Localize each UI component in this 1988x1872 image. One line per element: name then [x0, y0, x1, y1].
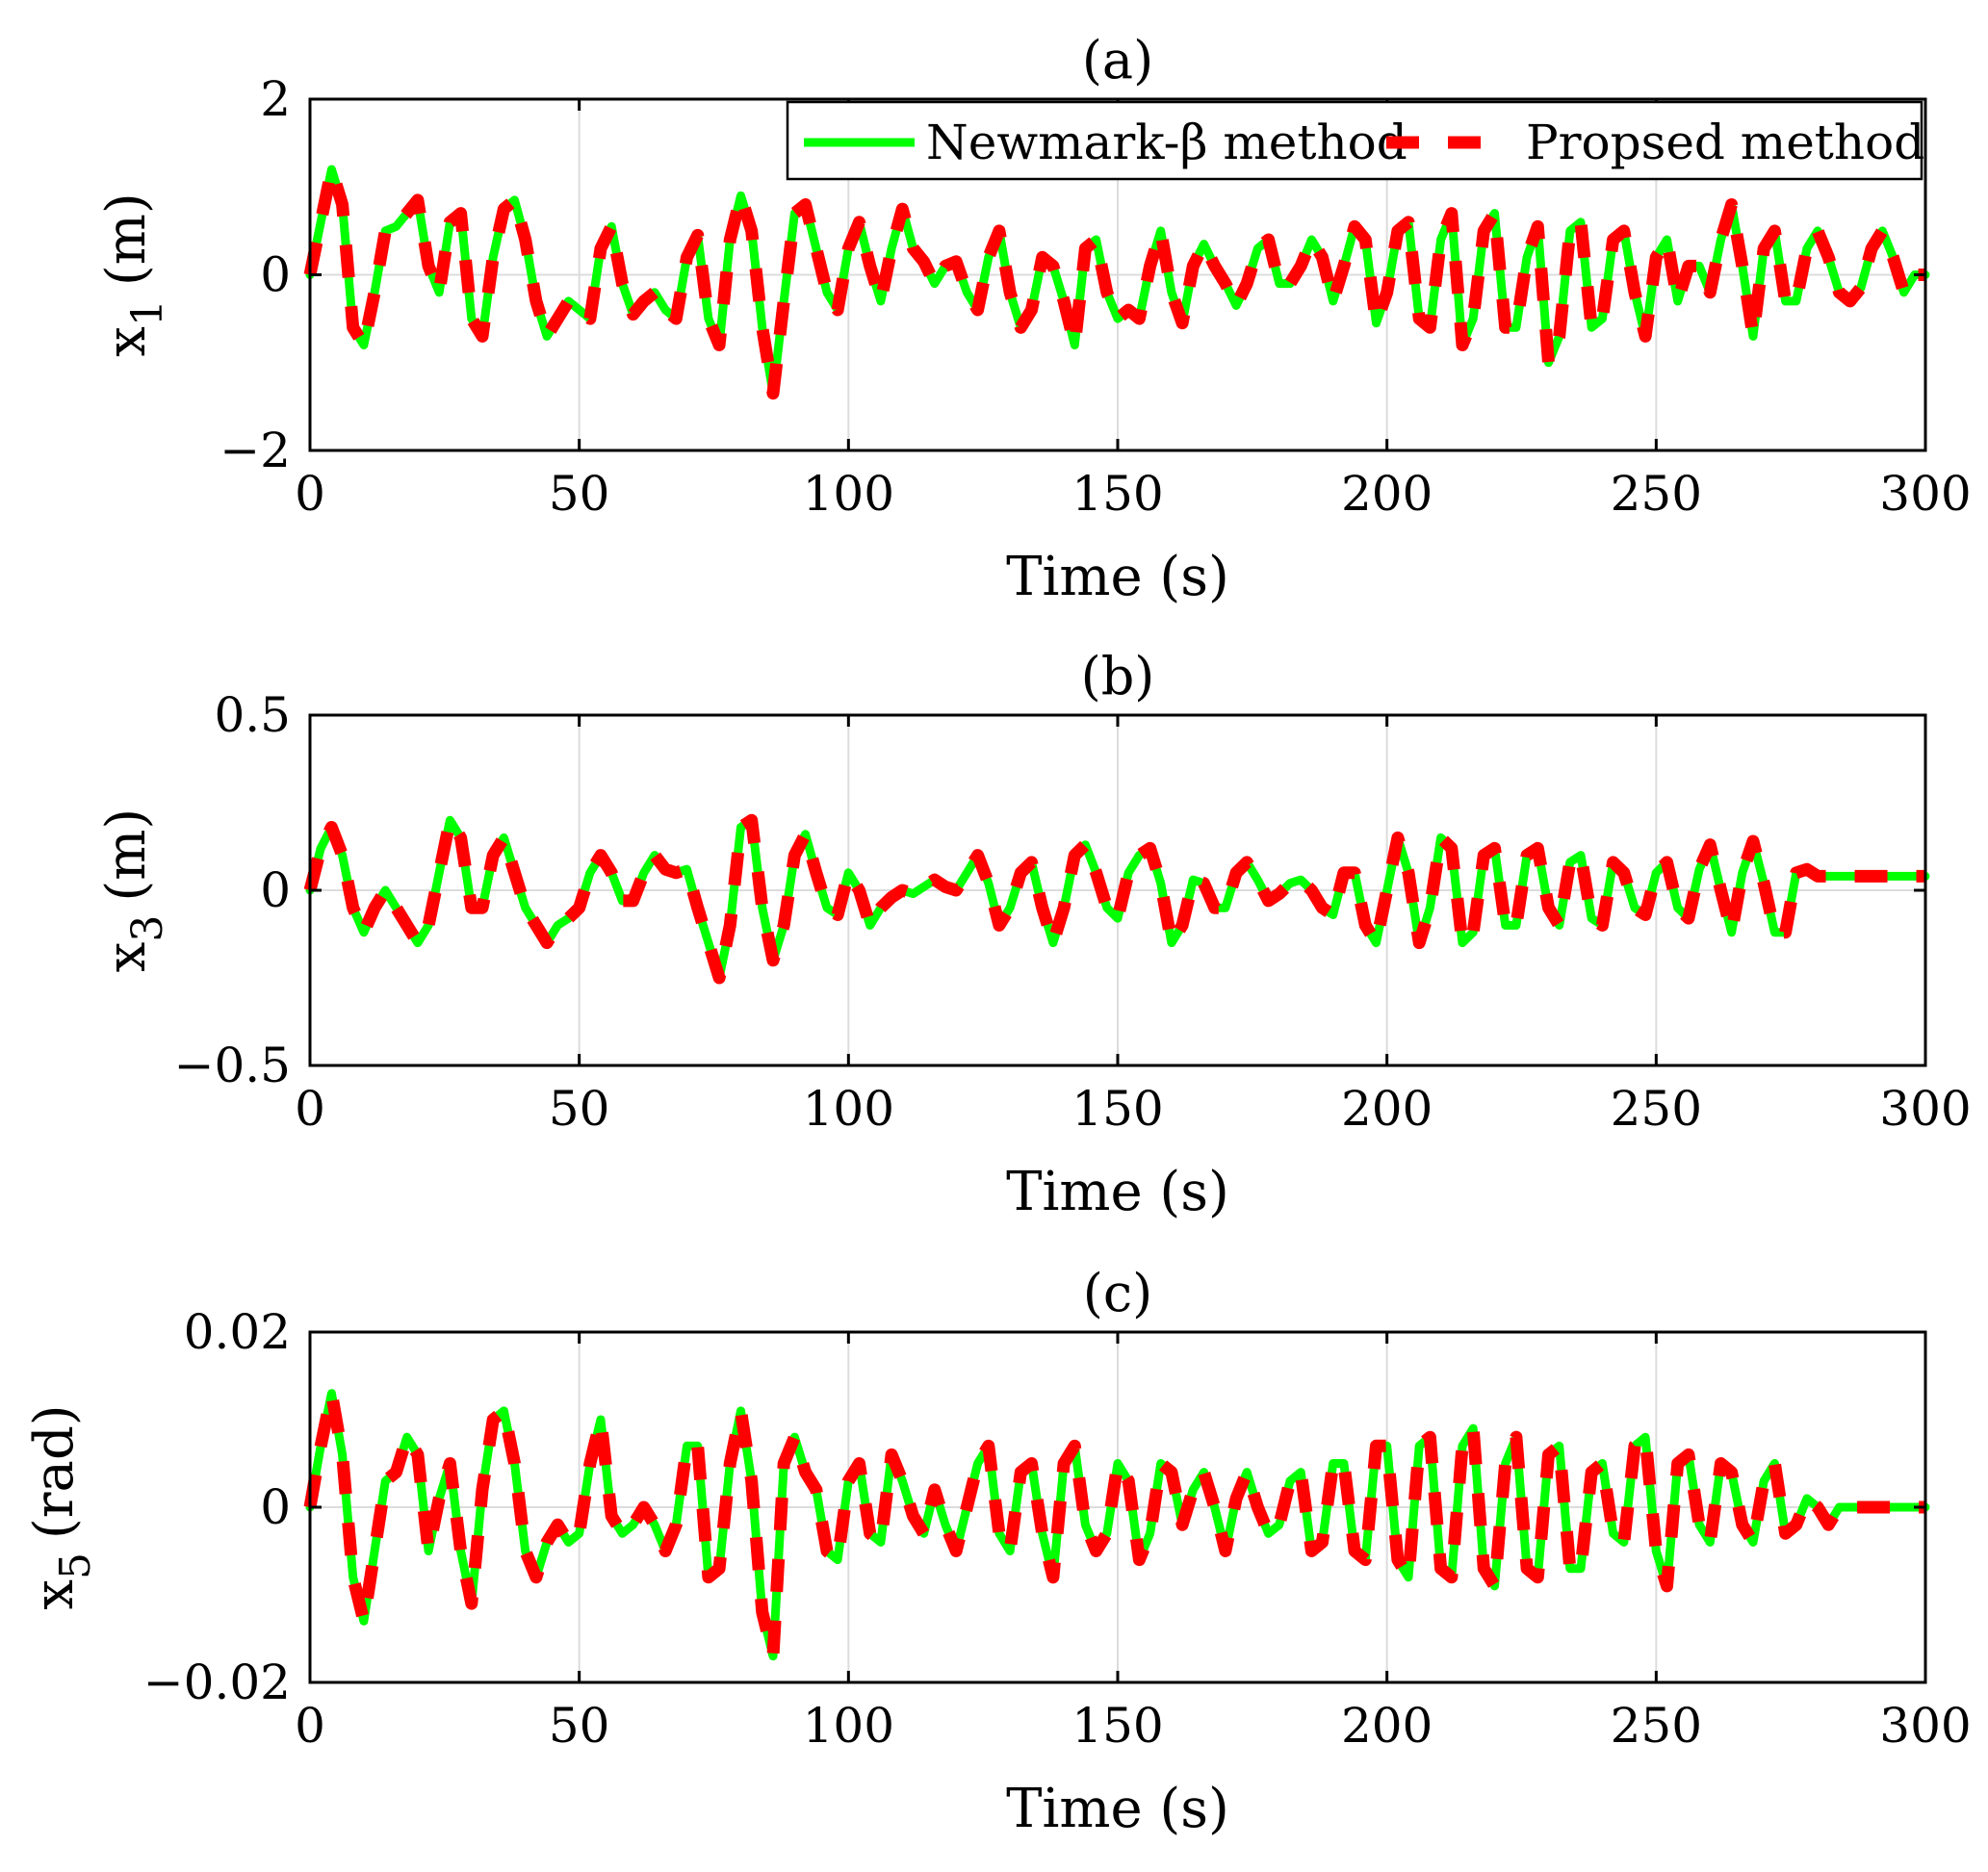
legend-label-proposed: Propsed method	[1526, 115, 1924, 170]
legend-box	[786, 100, 1923, 181]
y-tick-label: 0	[260, 247, 291, 303]
x-tick-label: 150	[1071, 466, 1163, 522]
x-tick-label: 100	[803, 1081, 894, 1137]
legend: Newmark-β method Propsed method	[786, 100, 1924, 181]
y-tick-label: 0	[260, 1479, 291, 1535]
y-axis-label: x1 (m)	[95, 192, 172, 356]
x-tick-label: 250	[1611, 466, 1702, 522]
y-tick-label: 0.02	[184, 1304, 291, 1360]
x-tick-label: 0	[295, 1698, 325, 1754]
y-tick-label: −0.02	[143, 1654, 291, 1710]
x-tick-label: 0	[295, 1081, 325, 1137]
x-tick-label: 200	[1341, 1698, 1433, 1754]
x-tick-label: 250	[1611, 1081, 1702, 1137]
x-tick-label: 200	[1341, 466, 1433, 522]
panel-title: (a)	[1082, 30, 1153, 90]
x-tick-label: 50	[549, 1081, 610, 1137]
x-tick-label: 300	[1879, 1081, 1971, 1137]
x-axis-label: Time (s)	[1006, 1778, 1229, 1840]
y-axis-subscript: 3	[123, 915, 172, 942]
y-axis-unit: (rad)	[23, 1404, 86, 1539]
series-line-proposed	[303, 163, 1925, 400]
series-line-proposed	[303, 813, 1925, 985]
x-tick-label: 150	[1071, 1081, 1163, 1137]
panel-title: (c)	[1083, 1263, 1152, 1323]
x-tick-label: 250	[1611, 1698, 1702, 1754]
legend-label-newmark: Newmark-β method	[926, 115, 1407, 170]
y-axis-subscript: 5	[51, 1552, 100, 1579]
y-axis-symbol: x	[95, 942, 158, 973]
y-axis-symbol: x	[95, 326, 158, 357]
panel-title: (b)	[1081, 646, 1155, 706]
y-tick-label: 0.5	[214, 687, 291, 743]
x-axis-label: Time (s)	[1006, 546, 1229, 608]
x-axis-label: Time (s)	[1006, 1161, 1229, 1223]
x-tick-label: 0	[295, 466, 325, 522]
y-tick-label: 0	[260, 862, 291, 918]
x-tick-label: 50	[549, 466, 610, 522]
y-axis-symbol: x	[23, 1579, 86, 1610]
y-axis-label: x3 (m)	[95, 808, 172, 972]
y-axis-subscript: 1	[123, 299, 172, 326]
y-axis-unit: (m)	[95, 808, 158, 902]
x-tick-label: 100	[803, 1698, 894, 1754]
y-tick-label: −2	[219, 423, 291, 478]
x-tick-label: 150	[1071, 1698, 1163, 1754]
x-tick-label: 200	[1341, 1081, 1433, 1137]
x-tick-label: 300	[1879, 1698, 1971, 1754]
y-tick-label: 2	[260, 71, 291, 127]
y-tick-label: −0.5	[174, 1038, 291, 1093]
x-tick-label: 300	[1879, 466, 1971, 522]
series-line-newmark	[305, 1389, 1930, 1661]
y-axis-unit: (m)	[95, 192, 158, 286]
x-tick-label: 50	[549, 1698, 610, 1754]
x-tick-label: 100	[803, 466, 894, 522]
y-axis-label: x5 (rad)	[23, 1404, 100, 1609]
